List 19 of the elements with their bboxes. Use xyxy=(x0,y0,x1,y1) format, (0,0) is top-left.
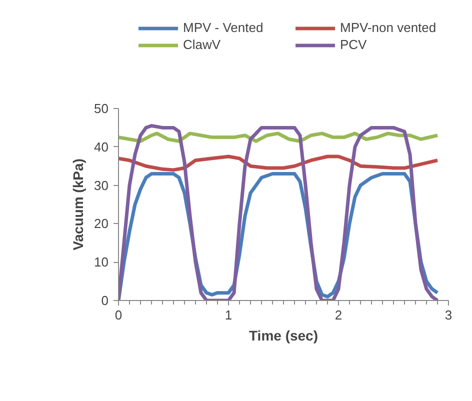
legend-label: ClawV xyxy=(183,37,222,52)
legend-label: MPV - Vented xyxy=(183,20,264,35)
line-series xyxy=(118,124,440,300)
y-tick-label: 30 xyxy=(94,178,109,193)
y-tick-label: 0 xyxy=(101,293,109,308)
y-axis-title: Vacuum (kPa) xyxy=(70,158,86,250)
legend-label: MPV-non vented xyxy=(340,20,438,35)
line-series xyxy=(118,132,440,143)
y-tick-label: 40 xyxy=(94,139,109,154)
y-tick-label: 10 xyxy=(94,254,109,270)
x-axis-title: Time (sec) xyxy=(249,328,318,344)
y-tick-label: 20 xyxy=(94,216,109,232)
x-tick-label: 2 xyxy=(334,308,342,322)
x-tick-label: 0 xyxy=(114,308,122,322)
y-tick-label: 50 xyxy=(94,101,109,116)
legend-label: PCV xyxy=(340,37,368,52)
x-tick-label: 3 xyxy=(444,308,452,322)
x-tick-label: 1 xyxy=(224,308,232,322)
line-series xyxy=(118,154,440,172)
